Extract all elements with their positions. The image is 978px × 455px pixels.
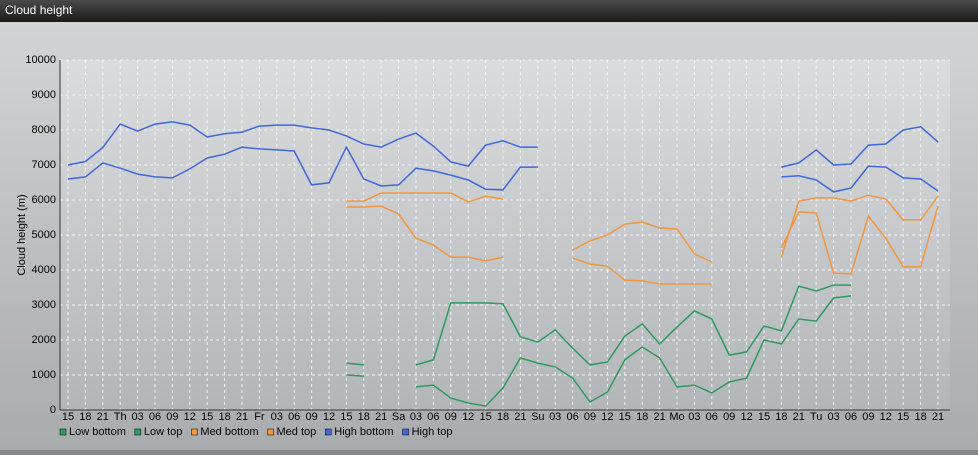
x-tick-label: 21 [932, 411, 944, 423]
legend-label: Low top [144, 426, 183, 438]
x-tick-label: 21 [793, 411, 805, 423]
y-tick-label: 1000 [32, 369, 56, 381]
x-tick-label: 03 [549, 411, 561, 423]
y-tick-label: 0 [50, 404, 56, 416]
y-tick-label: 10000 [25, 54, 56, 66]
x-tick-label: 21 [375, 411, 387, 423]
x-tick-label: 06 [288, 411, 300, 423]
x-tick-label: 09 [305, 411, 317, 423]
x-tick-label: 15 [758, 411, 770, 423]
x-tick-label: 06 [845, 411, 857, 423]
y-axis-label: Cloud height (m) [16, 194, 28, 275]
x-tick-label: 12 [184, 411, 196, 423]
x-tick-label: 21 [97, 411, 109, 423]
x-tick-label: Fr [254, 411, 265, 423]
x-tick-label: 09 [445, 411, 457, 423]
x-tick-label: 21 [653, 411, 665, 423]
y-tick-label: 6000 [32, 194, 56, 206]
x-tick-label: 15 [340, 411, 352, 423]
legend-swatch [134, 428, 142, 436]
x-tick-label: 18 [358, 411, 370, 423]
series-line [346, 284, 851, 366]
y-tick-label: 7000 [32, 159, 56, 171]
y-tick-label: 4000 [32, 264, 56, 276]
y-tick-label: 2000 [32, 334, 56, 346]
x-tick-label: 18 [497, 411, 509, 423]
series-line [346, 205, 939, 285]
x-tick-label: 12 [601, 411, 613, 423]
x-tick-label: 18 [636, 411, 648, 423]
y-tick-label: 3000 [32, 299, 56, 311]
x-tick-label: 21 [236, 411, 248, 423]
x-tick-label: 03 [271, 411, 283, 423]
x-tick-label: 15 [479, 411, 491, 423]
x-tick-label: 12 [740, 411, 752, 423]
x-tick-label: 15 [201, 411, 213, 423]
x-tick-label: 21 [514, 411, 526, 423]
x-tick-label: 09 [166, 411, 178, 423]
legend-swatch [325, 428, 332, 436]
x-tick-label: 09 [723, 411, 735, 423]
series-line [67, 121, 939, 168]
y-tick-label: 9000 [32, 89, 56, 101]
x-tick-label: 06 [427, 411, 439, 423]
legend-label: Med bottom [200, 426, 258, 438]
series-line [67, 145, 939, 193]
legend-swatch [191, 428, 198, 436]
x-tick-label: 06 [706, 411, 718, 423]
legend-swatch [267, 428, 274, 436]
x-tick-label: Mo [669, 411, 684, 423]
x-tick-label: 18 [914, 411, 926, 423]
x-tick-label: 18 [218, 411, 230, 423]
x-tick-label: 09 [584, 411, 596, 423]
x-tick-label: 12 [880, 411, 892, 423]
legend-swatch [402, 428, 409, 436]
x-tick-label: Tu [810, 411, 822, 423]
x-tick-label: 03 [131, 411, 143, 423]
x-tick-label: 15 [897, 411, 909, 423]
x-tick-label: 03 [410, 411, 422, 423]
legend-label: High top [412, 426, 453, 438]
x-tick-label: 12 [323, 411, 335, 423]
x-tick-label: 03 [688, 411, 700, 423]
title-bar [0, 0, 978, 22]
series-line [346, 295, 852, 407]
legend-label: Low bottom [69, 426, 126, 438]
series-line [346, 192, 939, 263]
x-tick-label: 12 [462, 411, 474, 423]
x-tick-label: 03 [827, 411, 839, 423]
legend-label: High bottom [334, 426, 393, 438]
x-tick-label: 18 [775, 411, 787, 423]
y-tick-label: 5000 [32, 229, 56, 241]
x-tick-label: 18 [79, 411, 91, 423]
legend-swatch [59, 428, 67, 436]
window-title: Cloud height [5, 3, 73, 17]
x-tick-label: Sa [392, 411, 406, 423]
x-tick-label: Su [531, 411, 544, 423]
x-tick-label: 15 [62, 411, 74, 423]
x-tick-label: 06 [149, 411, 161, 423]
x-tick-label: 06 [566, 411, 578, 423]
y-tick-label: 8000 [32, 124, 56, 136]
x-tick-label: Th [114, 411, 127, 423]
legend-label: Med top [277, 426, 317, 438]
x-tick-label: 15 [619, 411, 631, 423]
x-tick-label: 09 [862, 411, 874, 423]
